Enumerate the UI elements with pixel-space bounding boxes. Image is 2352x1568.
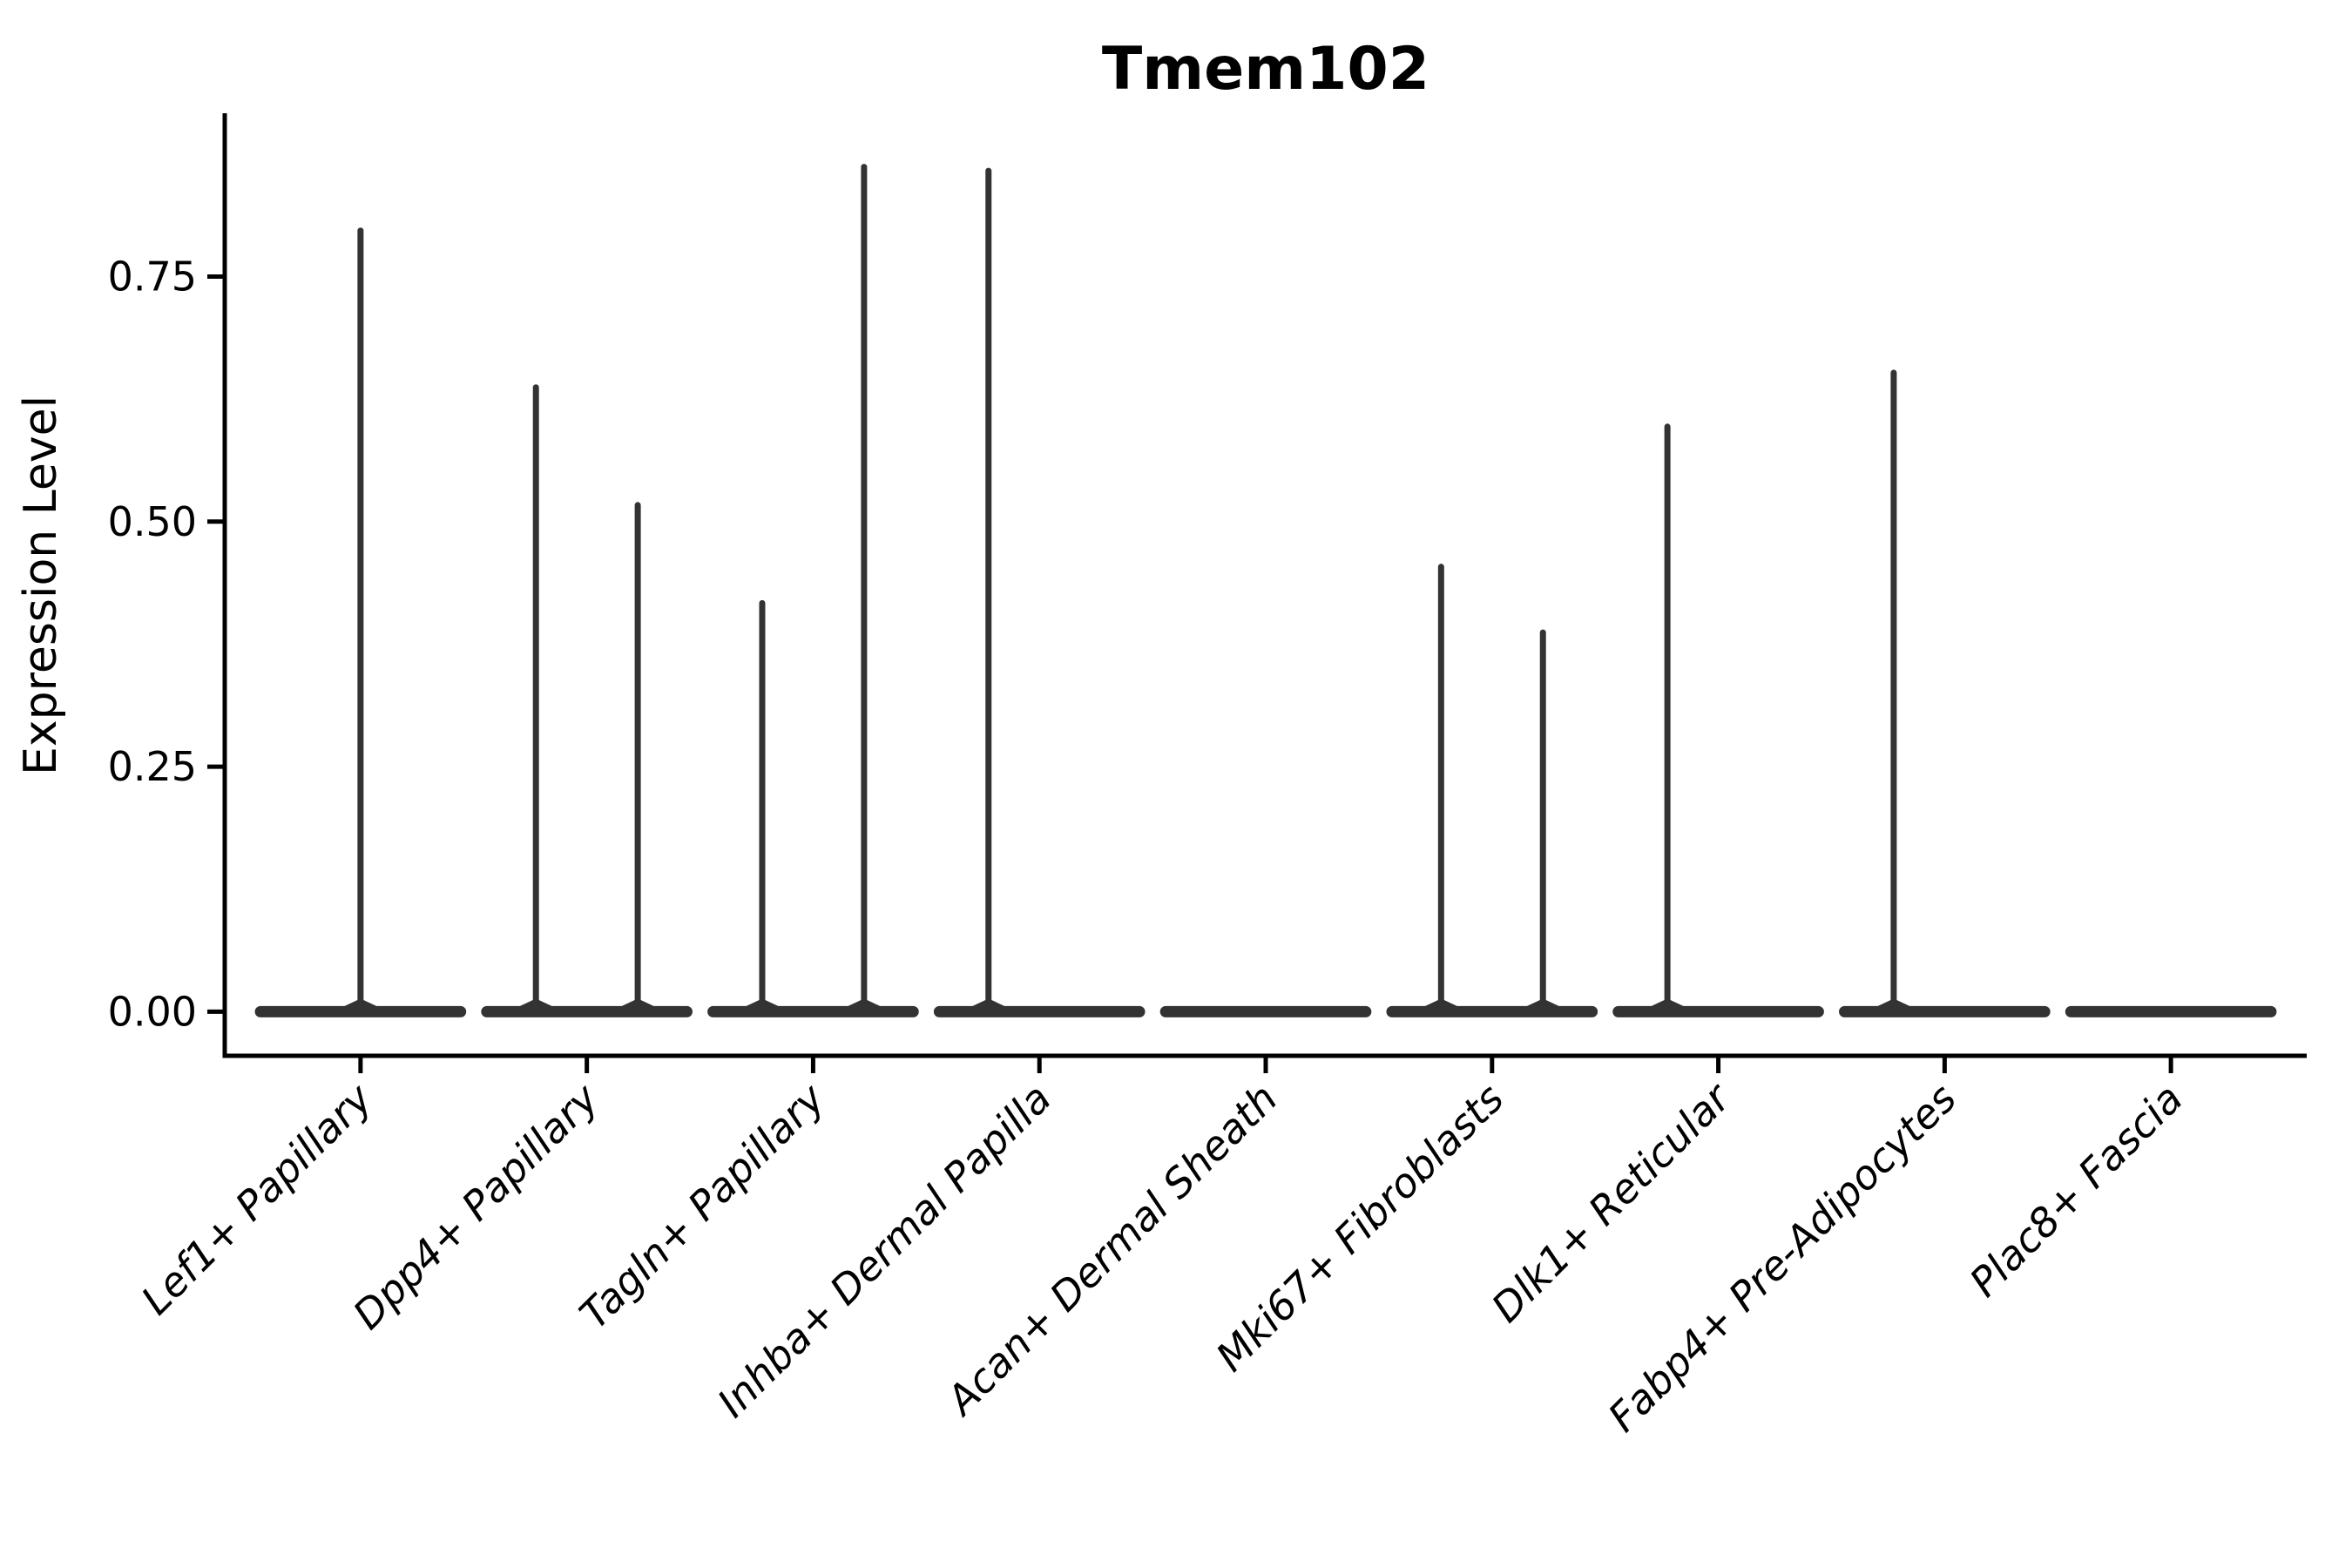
x-tick-label: Dlk1+ Reticular	[1483, 1072, 1741, 1331]
violin-base	[481, 1005, 693, 1017]
chart-title: Tmem102	[1102, 35, 1429, 104]
x-tick-label: Lef1+ Papillary	[132, 1074, 382, 1323]
violin-base	[1839, 1005, 2051, 1017]
x-tick-label: Tagln+ Papillary	[571, 1074, 835, 1338]
y-tick-label: 0.25	[108, 743, 197, 790]
violin-base	[1612, 1005, 1824, 1017]
violin-base	[1159, 1005, 1372, 1017]
violin-base	[2065, 1005, 2277, 1017]
x-tick-label: Plac8+ Fascia	[1961, 1075, 2192, 1306]
y-tick-label: 0.00	[108, 988, 197, 1035]
violin-base	[707, 1005, 919, 1017]
y-axis-label: Expression Level	[15, 395, 67, 775]
y-tick-label: 0.50	[108, 498, 197, 545]
x-tick-label: Dpp4+ Papillary	[344, 1074, 608, 1338]
y-tick-label: 0.75	[108, 253, 197, 301]
violin-base	[1386, 1005, 1598, 1017]
violin-base	[933, 1005, 1146, 1017]
